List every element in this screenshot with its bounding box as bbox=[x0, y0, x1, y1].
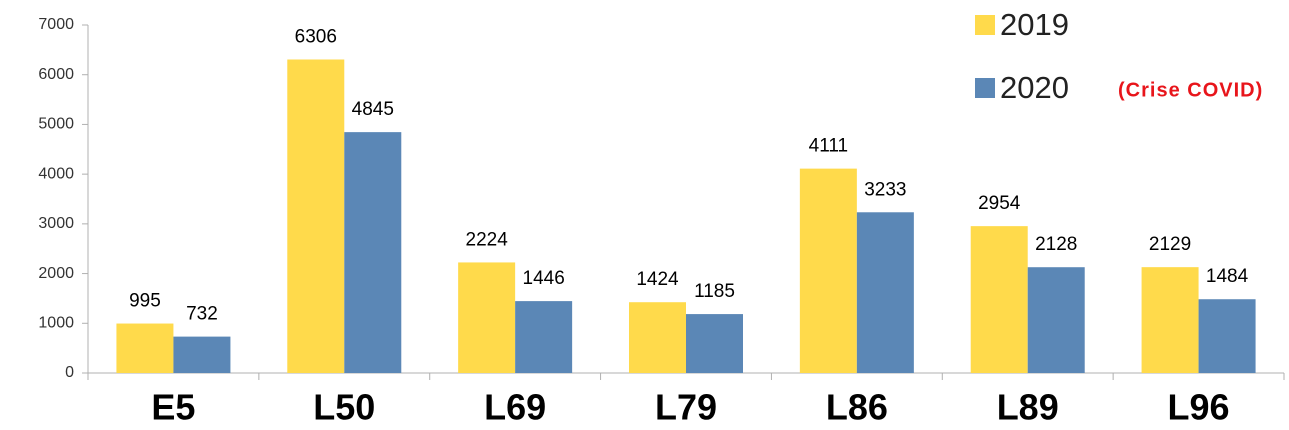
bar bbox=[856, 212, 914, 373]
bar bbox=[686, 314, 743, 373]
data-label: 732 bbox=[186, 304, 218, 325]
bar bbox=[116, 323, 174, 373]
data-label: 2224 bbox=[466, 229, 509, 250]
legend-swatch bbox=[975, 78, 995, 98]
data-label: 2128 bbox=[1035, 234, 1077, 255]
x-tick-label: L69 bbox=[484, 387, 546, 428]
data-label: 1446 bbox=[523, 268, 565, 289]
bar bbox=[1141, 267, 1199, 373]
annotation: (Crise COVID) bbox=[1118, 79, 1263, 101]
bar bbox=[458, 262, 516, 373]
bar bbox=[799, 168, 857, 373]
x-tick-label: L79 bbox=[655, 387, 717, 428]
x-tick-label: L50 bbox=[313, 387, 375, 428]
y-tick-label: 7000 bbox=[38, 16, 74, 33]
data-label: 995 bbox=[129, 291, 161, 312]
y-tick-label: 4000 bbox=[38, 165, 74, 182]
data-label: 2129 bbox=[1149, 234, 1191, 255]
data-label: 2954 bbox=[978, 193, 1021, 214]
data-label: 6306 bbox=[295, 27, 337, 48]
data-label: 3233 bbox=[864, 179, 906, 200]
y-tick-label: 6000 bbox=[38, 66, 74, 83]
bar bbox=[515, 301, 573, 373]
data-label: 4845 bbox=[352, 99, 394, 120]
legend-swatch bbox=[975, 15, 995, 35]
legend-label: 2019 bbox=[1000, 7, 1069, 42]
data-label: 1185 bbox=[694, 281, 735, 302]
y-tick-label: 2000 bbox=[38, 265, 74, 282]
bar bbox=[344, 132, 402, 373]
data-label: 1484 bbox=[1206, 266, 1249, 287]
y-tick-label: 1000 bbox=[38, 315, 74, 332]
bar bbox=[173, 336, 231, 373]
x-tick-label: L89 bbox=[997, 387, 1059, 428]
x-tick-label: L96 bbox=[1168, 387, 1230, 428]
y-tick-label: 3000 bbox=[38, 215, 74, 232]
bar bbox=[1027, 267, 1085, 373]
bar bbox=[629, 302, 686, 373]
y-tick-label: 5000 bbox=[38, 116, 74, 133]
y-tick-label: 0 bbox=[65, 364, 74, 381]
data-label: 4111 bbox=[809, 136, 848, 157]
legend-label: 2020 bbox=[1000, 70, 1069, 105]
bar bbox=[970, 226, 1028, 373]
bar bbox=[1198, 299, 1256, 373]
data-label: 1424 bbox=[636, 269, 679, 290]
x-tick-label: E5 bbox=[151, 387, 195, 428]
x-tick-label: L86 bbox=[826, 387, 888, 428]
bar bbox=[287, 59, 345, 374]
